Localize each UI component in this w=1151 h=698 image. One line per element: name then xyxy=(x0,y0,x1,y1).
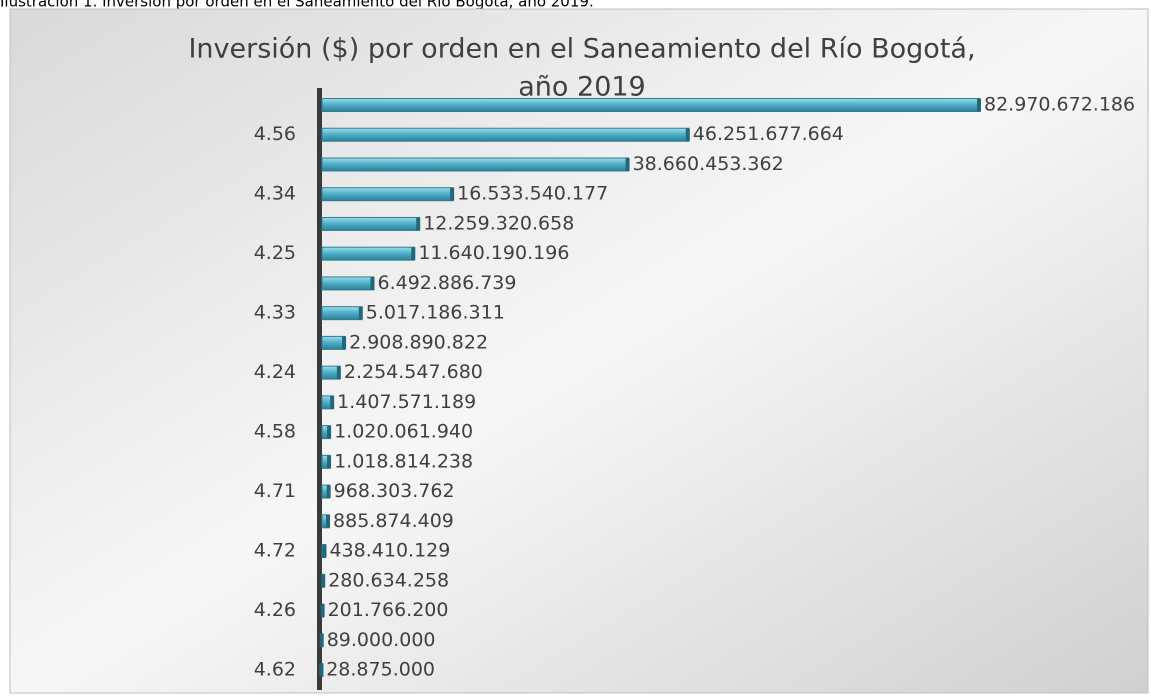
chart-title: Inversión ($) por orden en el Saneamient… xyxy=(188,34,975,65)
bar xyxy=(321,127,690,142)
bar-cap xyxy=(321,574,326,588)
bar-cap xyxy=(370,276,375,290)
bar xyxy=(321,306,363,321)
bar-cap xyxy=(319,633,324,647)
value-label: 968.303.762 xyxy=(334,480,455,502)
bar xyxy=(321,276,374,291)
y-tick-label: 4.25 xyxy=(254,242,296,264)
bar xyxy=(321,187,454,202)
bar-cap xyxy=(416,217,421,231)
y-tick-label: 4.33 xyxy=(254,302,296,324)
value-label: 1.407.571.189 xyxy=(337,391,476,413)
bar-cap xyxy=(320,604,325,618)
value-label: 280.634.258 xyxy=(328,569,449,591)
value-label: 885.874.409 xyxy=(333,510,454,532)
value-label: 46.251.677.664 xyxy=(693,123,844,145)
bar xyxy=(321,335,346,350)
y-tick-label: 4.26 xyxy=(254,599,296,621)
caption: Ilustración 1. Inversión por orden en el… xyxy=(0,0,594,11)
bar-cap xyxy=(977,98,981,112)
chart-title: año 2019 xyxy=(518,72,645,103)
y-tick-label: 4.72 xyxy=(254,540,296,562)
value-label: 82.970.672.186 xyxy=(984,94,1135,116)
bar-cap xyxy=(342,336,347,350)
bar-cap xyxy=(336,366,341,380)
bar-cap xyxy=(327,425,332,439)
value-label: 1.018.814.238 xyxy=(334,450,473,472)
bar-cap xyxy=(330,395,335,409)
value-label: 6.492.886.739 xyxy=(377,272,516,294)
y-tick-label: 4.71 xyxy=(254,480,296,502)
bar xyxy=(321,98,981,112)
value-label: 11.640.190.196 xyxy=(418,242,569,264)
value-label: 2.254.547.680 xyxy=(344,361,483,383)
value-label: 12.259.320.658 xyxy=(423,212,574,234)
value-label: 201.766.200 xyxy=(328,599,449,621)
bar xyxy=(321,216,420,231)
value-label: 1.020.061.940 xyxy=(334,421,473,443)
bar-cap xyxy=(326,485,331,499)
bar-cap xyxy=(358,306,363,320)
bar xyxy=(321,157,630,172)
bar xyxy=(321,246,415,261)
y-tick-label: 4.62 xyxy=(254,659,296,681)
chart-area xyxy=(9,8,1149,694)
y-tick-label: 4.56 xyxy=(254,123,296,145)
value-label: 16.533.540.177 xyxy=(457,183,608,205)
axis-line xyxy=(317,88,322,690)
y-tick-label: 4.24 xyxy=(254,361,296,383)
bar-cap xyxy=(319,663,324,677)
value-label: 89.000.000 xyxy=(327,629,436,651)
value-label: 5.017.186.311 xyxy=(366,302,505,324)
bar-cap xyxy=(322,544,327,558)
bar-cap xyxy=(450,187,455,201)
bar-cap xyxy=(327,455,332,469)
bar-cap xyxy=(625,157,630,171)
value-label: 2.908.890.822 xyxy=(349,331,488,353)
value-label: 438.410.129 xyxy=(329,540,450,562)
value-label: 28.875.000 xyxy=(326,659,435,681)
y-tick-label: 4.34 xyxy=(254,183,296,205)
bar-cap xyxy=(326,514,331,528)
bar-cap xyxy=(411,247,416,261)
y-tick-label: 4.58 xyxy=(254,421,296,443)
value-label: 38.660.453.362 xyxy=(633,153,784,175)
bar-cap xyxy=(685,128,690,142)
